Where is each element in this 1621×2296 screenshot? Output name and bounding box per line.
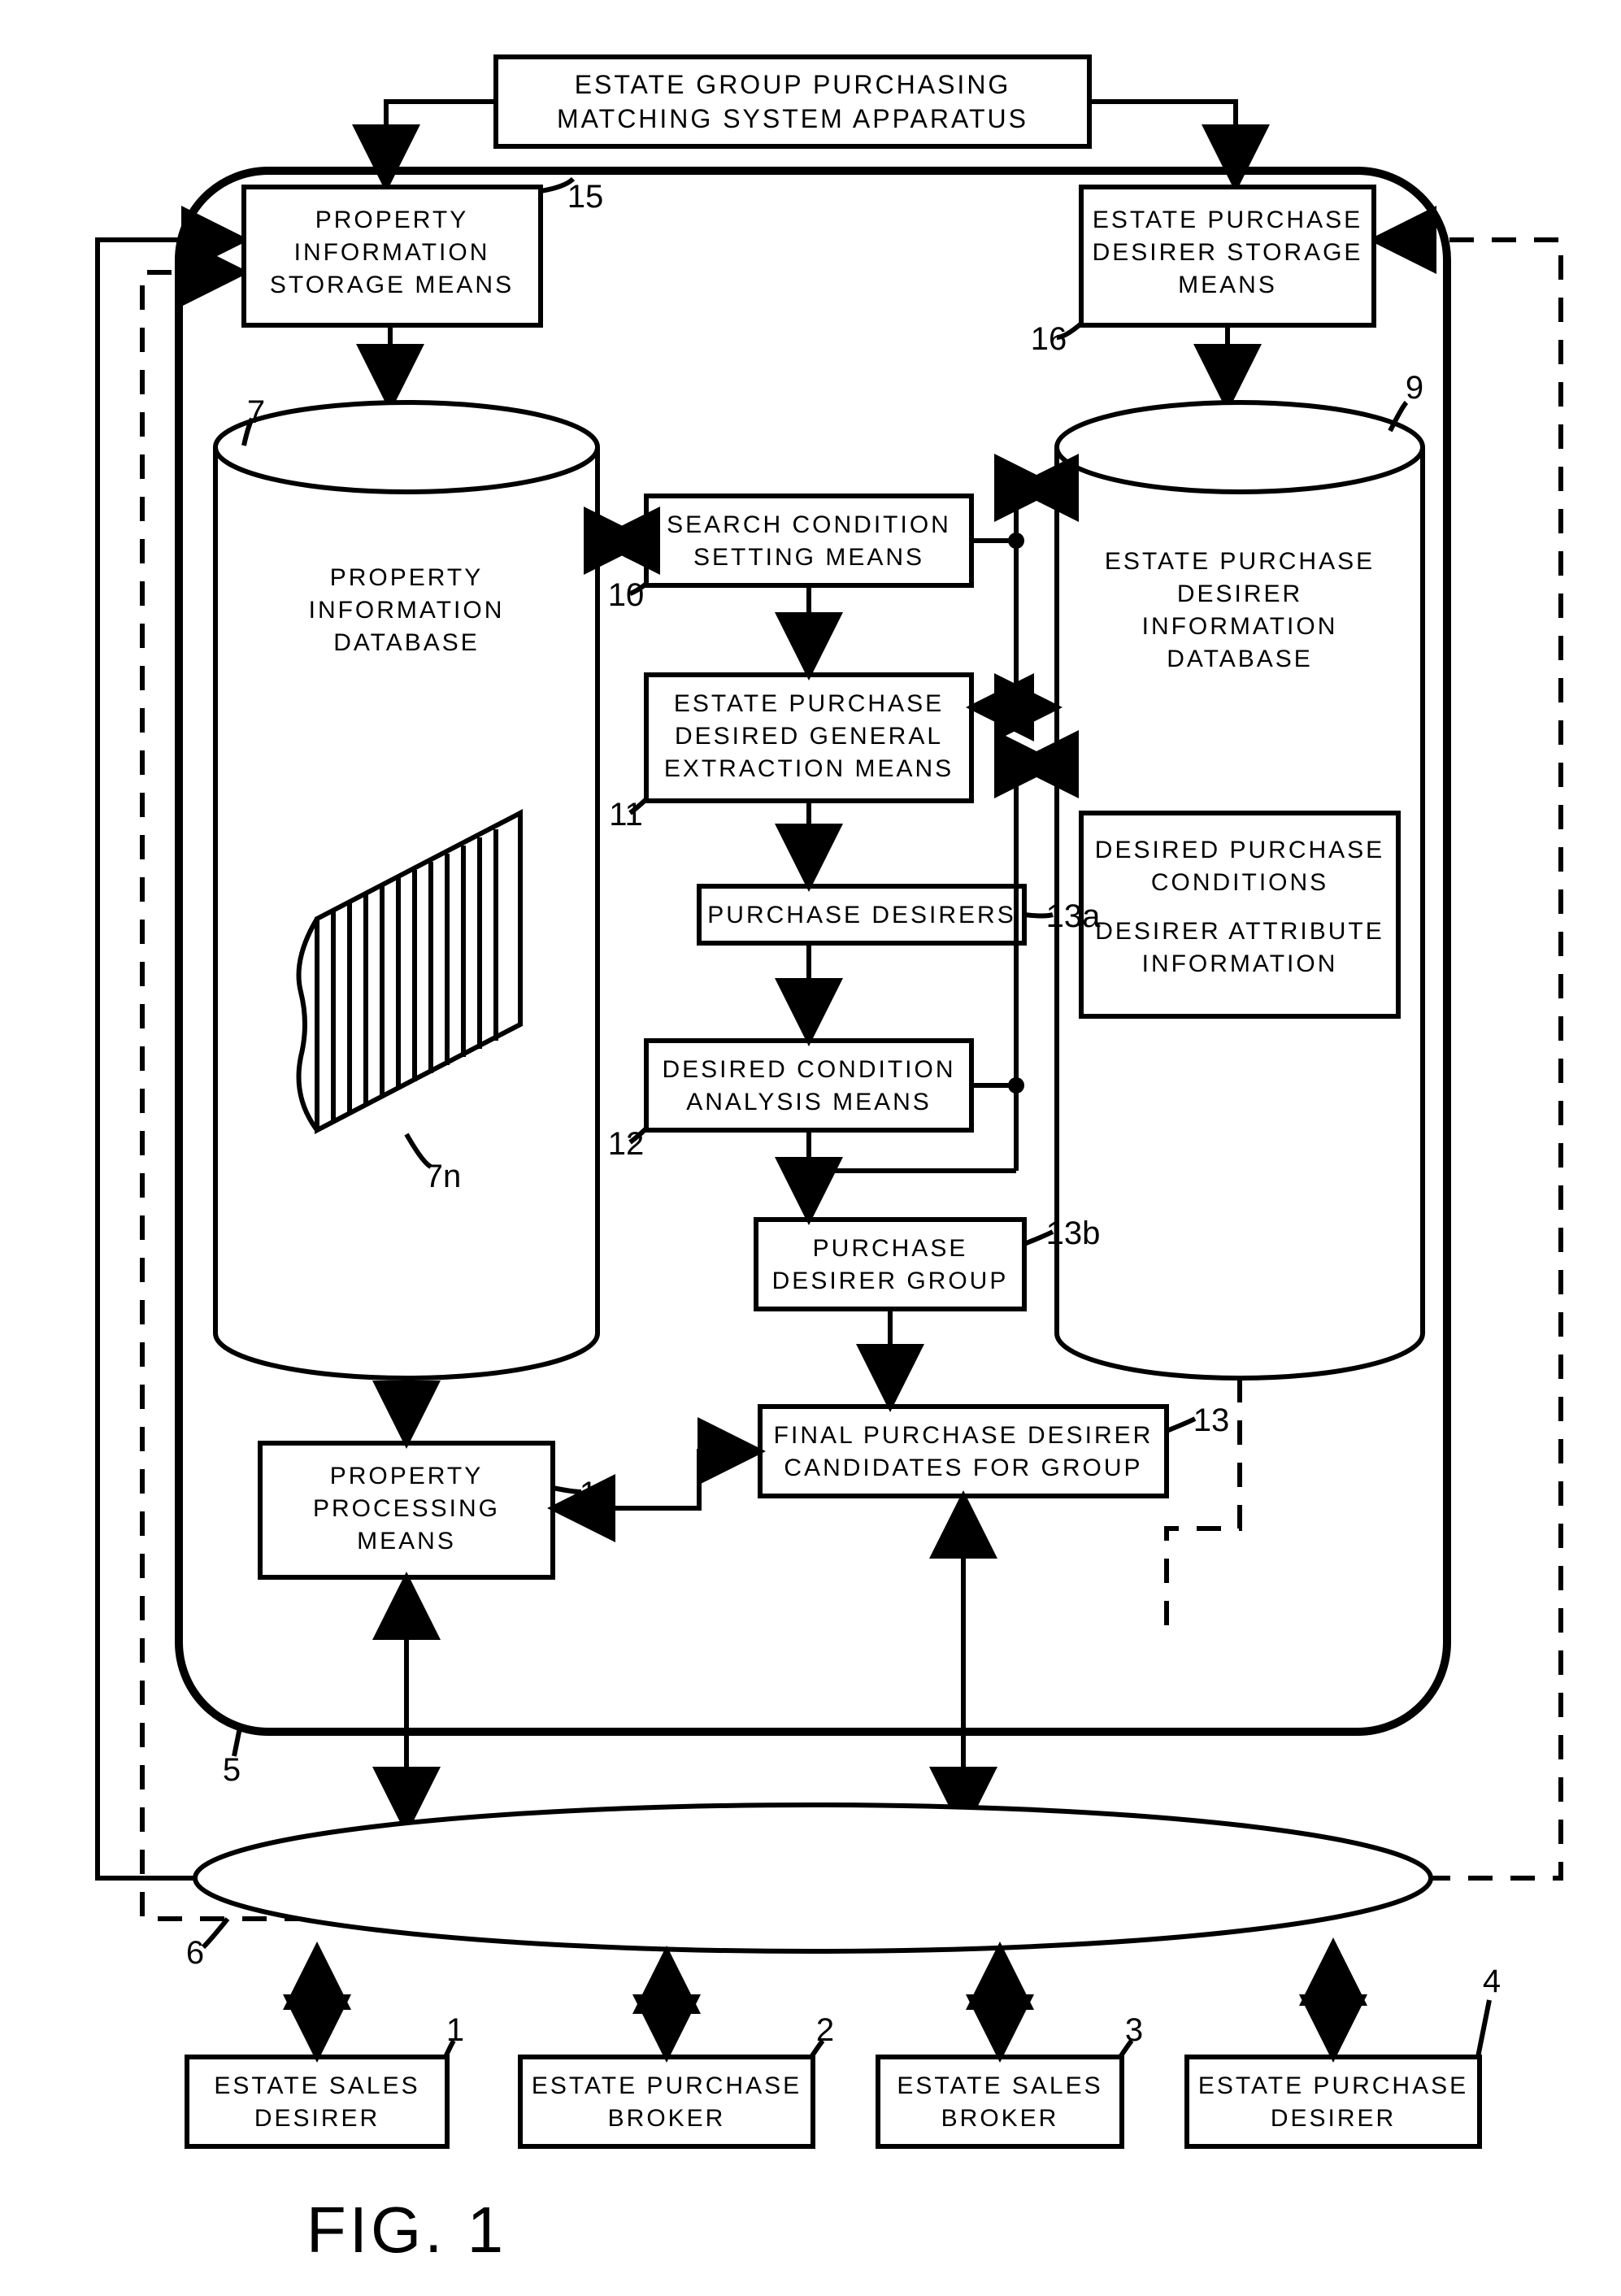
title-text-2: MATCHING SYSTEM APPARATUS — [557, 104, 1028, 133]
ddbi-l4: INFORMATION — [1142, 950, 1338, 977]
b2-l1: ESTATE PURCHASE — [532, 2072, 802, 2099]
dg-l1: PURCHASE — [813, 1235, 968, 1262]
pdb-l2: INFORMATION — [309, 597, 505, 624]
diagram-canvas: ESTATE GROUP PURCHASING MATCHING SYSTEM … — [0, 0, 1621, 2296]
pd-l1: PURCHASE DESIRERS — [707, 902, 1015, 928]
analysis — [646, 1041, 971, 1130]
b2-l2: BROKER — [608, 2105, 726, 2132]
b4-l1: ESTATE PURCHASE — [1198, 2072, 1468, 2099]
desirer-group — [756, 1220, 1024, 1309]
ddb-l3: INFORMATION — [1142, 613, 1338, 640]
ld-13 — [1167, 1419, 1195, 1431]
lbl-12: 12 — [608, 1126, 645, 1162]
junction-995-1440 — [801, 1163, 817, 1179]
pis-l3: STORAGE MEANS — [270, 272, 514, 298]
ld-6 — [203, 1919, 228, 1947]
ex-l3: EXTRACTION MEANS — [664, 755, 954, 782]
b3-l1: ESTATE SALES — [897, 2072, 1102, 2099]
pis-l2: INFORMATION — [294, 239, 490, 266]
ld-4 — [1478, 2000, 1489, 2057]
final-candidates — [760, 1407, 1167, 1496]
ddbi-l2: CONDITIONS — [1151, 869, 1328, 896]
ld-14 — [553, 1488, 581, 1492]
ds-l1: ESTATE PURCHASE — [1093, 207, 1362, 233]
edge-sc-ddb — [971, 541, 1016, 707]
pp-l2: PROCESSING — [313, 1495, 500, 1522]
ddb-l4: DATABASE — [1167, 646, 1313, 672]
lbl-9: 9 — [1406, 370, 1423, 406]
junction-1250-940 — [1008, 756, 1024, 772]
an-l1: DESIRED CONDITION — [662, 1056, 955, 1083]
b4-l2: DESIRER — [1271, 2105, 1396, 2132]
estate-purchase-desirer — [1187, 2057, 1480, 2146]
estate-sales-desirer — [187, 2057, 447, 2146]
estate-sales-broker — [878, 2057, 1122, 2146]
ds-l2: DESIRER STORAGE — [1093, 239, 1363, 266]
an-l2: ANALYSIS MEANS — [686, 1089, 932, 1115]
network — [195, 1805, 1431, 1951]
b1-l1: ESTATE SALES — [214, 2072, 419, 2099]
search-condition — [646, 496, 971, 585]
pis-l1: PROPERTY — [315, 207, 469, 233]
pdb-l1: PROPERTY — [330, 564, 484, 591]
fc-l1: FINAL PURCHASE DESIRER — [774, 1422, 1154, 1449]
sc-l1: SEARCH CONDITION — [667, 511, 951, 538]
estate-purchase-broker — [520, 2057, 813, 2146]
lbl-6: 6 — [186, 1935, 204, 1971]
lbl-11: 11 — [609, 797, 643, 833]
fc-l2: CANDIDATES FOR GROUP — [784, 1455, 1142, 1481]
b3-l2: BROKER — [941, 2105, 1059, 2132]
lbl-13b: 13b — [1046, 1215, 1101, 1251]
pp-l3: MEANS — [357, 1528, 456, 1555]
ex-l1: ESTATE PURCHASE — [674, 690, 944, 717]
lbl-10: 10 — [608, 577, 645, 613]
ddb-l2: DESIRER — [1177, 581, 1302, 607]
figure-label: FIG. 1 — [306, 2194, 506, 2266]
ex-l2: DESIRED GENERAL — [675, 723, 943, 750]
junction-1250-870 — [1008, 699, 1024, 715]
ds-l3: MEANS — [1178, 272, 1277, 298]
pdb-l3: DATABASE — [333, 629, 480, 656]
lbl-4: 4 — [1483, 1963, 1501, 1999]
pp-l1: PROPERTY — [330, 1463, 484, 1489]
lbl-5: 5 — [223, 1752, 241, 1788]
dg-l2: DESIRER GROUP — [772, 1268, 1009, 1294]
junction-1250-1335 — [1008, 1077, 1024, 1094]
ddb-l1: ESTATE PURCHASE — [1105, 548, 1375, 575]
ld-13a — [1024, 915, 1053, 916]
title-text-1: ESTATE GROUP PURCHASING — [575, 70, 1011, 99]
lbl-13: 13 — [1193, 1402, 1230, 1438]
sc-l2: SETTING MEANS — [693, 544, 924, 571]
lbl-15: 15 — [567, 179, 604, 215]
b1-l2: DESIRER — [254, 2105, 380, 2132]
ddbi-l1: DESIRED PURCHASE — [1095, 837, 1384, 863]
lbl-13a: 13a — [1046, 898, 1101, 934]
ddbi-l3: DESIRER ATTRIBUTE — [1095, 918, 1384, 945]
